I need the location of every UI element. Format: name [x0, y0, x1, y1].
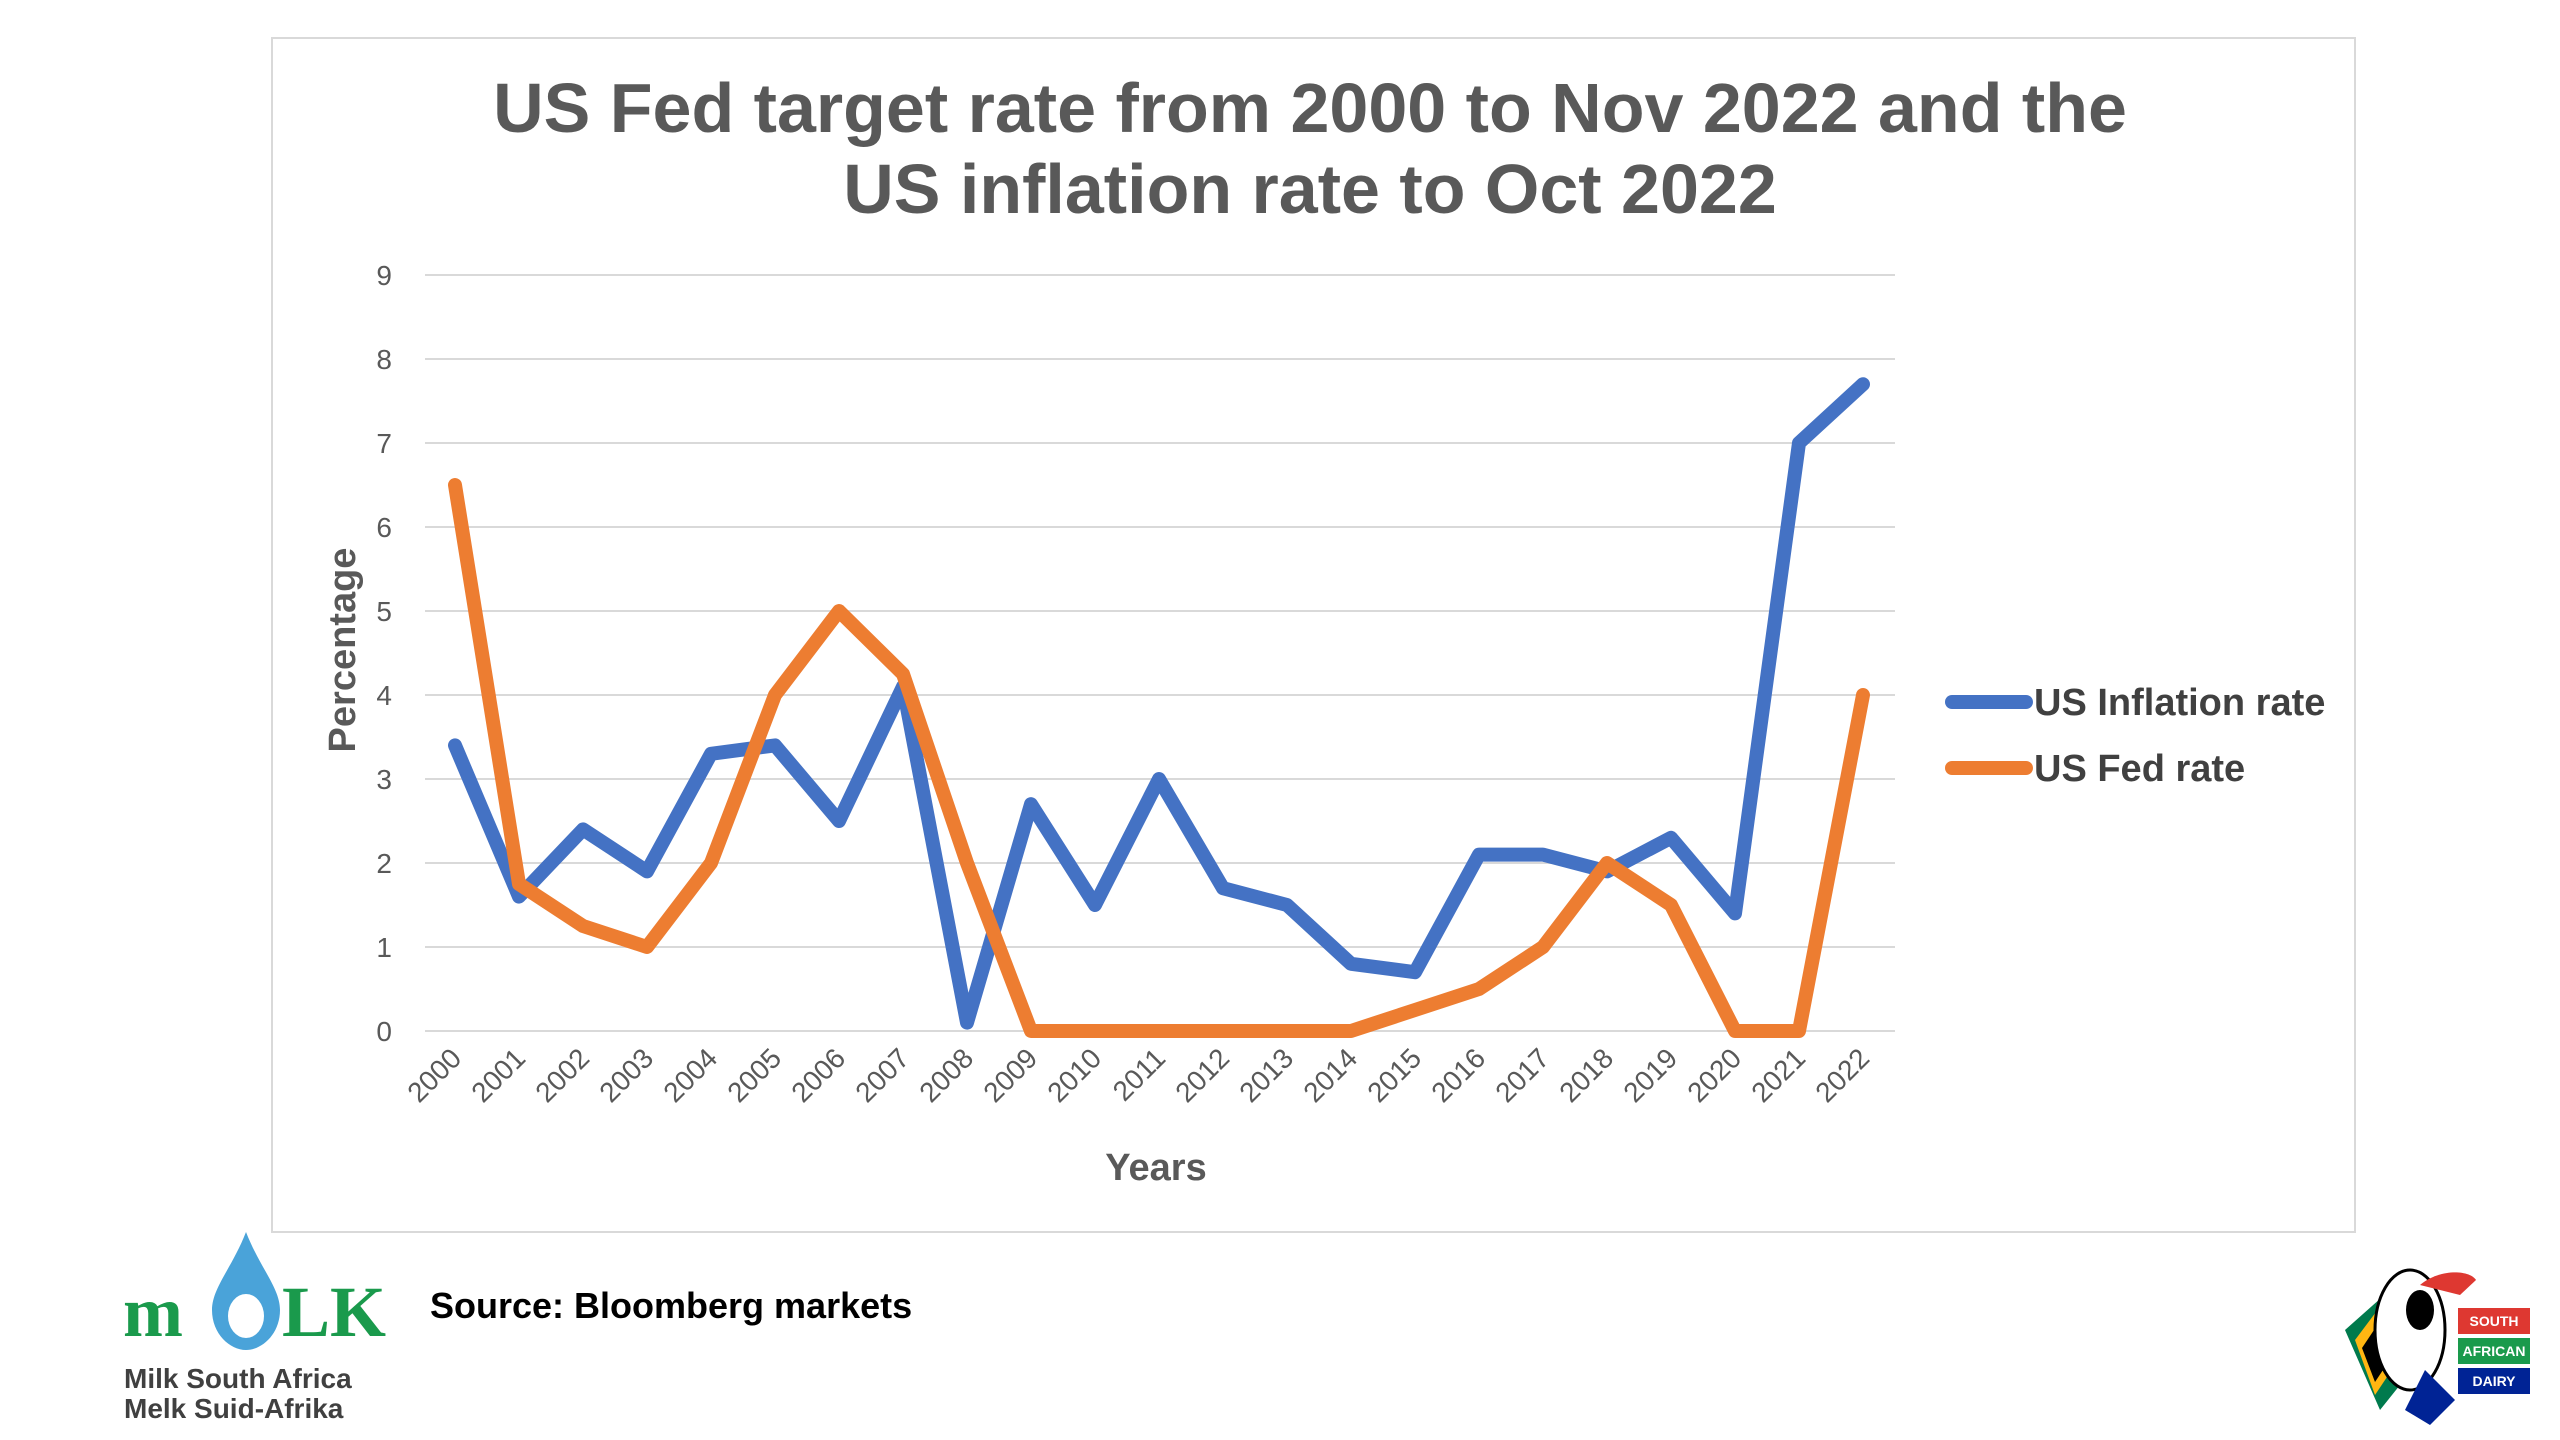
- sad-label-south: SOUTH: [2470, 1313, 2519, 1329]
- y-tick-label: 7: [376, 428, 392, 459]
- sad-label-red: [2458, 1308, 2530, 1334]
- legend: US Inflation rate US Fed rate: [1945, 682, 2325, 790]
- grid: [425, 274, 1895, 1032]
- cow-patch: [2406, 1290, 2434, 1330]
- source-note: Source: Bloomberg markets: [430, 1285, 912, 1326]
- sad-label-dairy: DAIRY: [2472, 1373, 2516, 1389]
- legend-label: US Fed rate: [2034, 748, 2245, 790]
- milk-drop-highlight: [228, 1294, 264, 1338]
- milk-south-africa-logo: m LK Milk South Africa Melk Suid-Afrika: [123, 1232, 386, 1424]
- sad-label-green: [2458, 1338, 2530, 1364]
- flag-red-shape: [2420, 1272, 2476, 1295]
- south-african-dairy-logo: SOUTH AFRICAN DAIRY: [2345, 1268, 2530, 1425]
- logo-wordmark-left: m: [123, 1272, 183, 1352]
- logo-line-2: Melk Suid-Afrika: [124, 1393, 344, 1424]
- series-line-1: [448, 478, 1870, 1038]
- y-tick-label: 2: [376, 848, 392, 879]
- y-tick-label: 5: [376, 596, 392, 627]
- y-axis-title: Percentage: [322, 548, 364, 753]
- y-axis-ticks: 0 1 2 3 4 5 6 7 8 9: [376, 260, 392, 1047]
- y-tick-label: 6: [376, 512, 392, 543]
- sad-label-blue: [2458, 1368, 2530, 1394]
- y-tick-label: 0: [376, 1016, 392, 1047]
- chart-title-line-2: US inflation rate to Oct 2022: [843, 150, 1777, 228]
- sad-label-african: AFRICAN: [2463, 1343, 2526, 1359]
- y-tick-label: 8: [376, 344, 392, 375]
- series-line-0: [448, 377, 1870, 1030]
- y-tick-label: 9: [376, 260, 392, 291]
- series: [448, 377, 1870, 1038]
- flag-blue-shape: [2405, 1370, 2455, 1425]
- logo-wordmark-right: LK: [282, 1272, 386, 1352]
- chart-title-line-1: US Fed target rate from 2000 to Nov 2022…: [493, 69, 2127, 147]
- logo-line-1: Milk South Africa: [124, 1363, 352, 1394]
- y-tick-label: 1: [376, 932, 392, 963]
- x-axis-title: Years: [1105, 1147, 1206, 1189]
- y-tick-label: 3: [376, 764, 392, 795]
- legend-label: US Inflation rate: [2034, 682, 2325, 724]
- y-tick-label: 4: [376, 680, 392, 711]
